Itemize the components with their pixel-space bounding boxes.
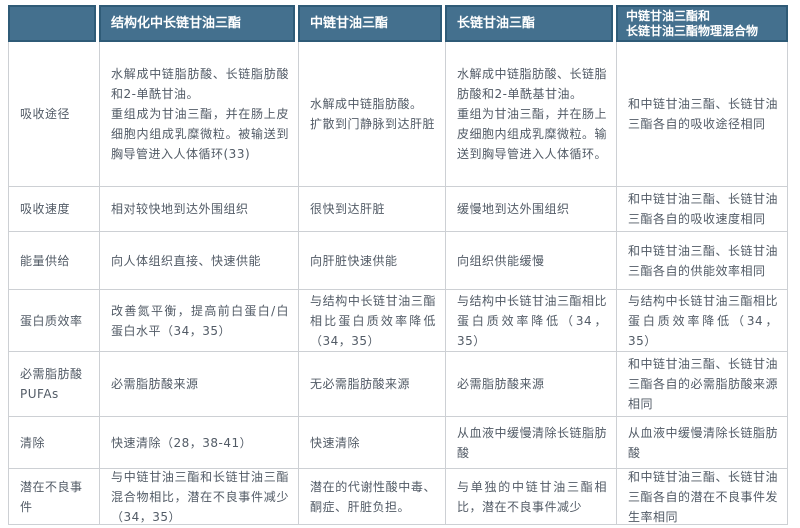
table-cell: 向组织供能缓慢 (445, 232, 616, 290)
comparison-table: 结构化中长链甘油三酯 中链甘油三酯 长链甘油三酯 中链甘油三酯和 长链甘油三酯物… (8, 5, 788, 525)
row-label-essential-fatty-acids: 必需脂肪酸 PUFAs (8, 352, 99, 417)
table-cell: 从血液中缓慢清除长链脂肪酸 (445, 417, 616, 469)
table-cell: 和中链甘油三酯、长链甘油三酯各自的潜在不良事件发生率相同 (616, 469, 788, 525)
table-cell: 很快到达肝脏 (298, 187, 445, 232)
table-cell: 向人体组织直接、快速供能 (99, 232, 298, 290)
row-label-clearance: 清除 (8, 417, 99, 469)
table-cell: 缓慢地到达外围组织 (445, 187, 616, 232)
table-cell: 与结构中长链甘油三酯相比蛋白质效率降低（34，35） (298, 290, 445, 352)
table-cell: 与中链甘油三酯和长链甘油三酯混合物相比，潜在不良事件减少（34，35） (99, 469, 298, 525)
column-header-physical-mixture: 中链甘油三酯和 长链甘油三酯物理混合物 (616, 5, 788, 42)
table-cell: 无必需脂肪酸来源 (298, 352, 445, 417)
table-cell: 和中链甘油三酯、长链甘油三酯各自的必需脂肪酸来源相同 (616, 352, 788, 417)
row-label-absorption-route: 吸收途径 (8, 42, 99, 187)
table-cell: 和中链甘油三酯、长链甘油三酯各自的吸收途径相同 (616, 42, 788, 187)
table-cell: 快速清除（28，38-41） (99, 417, 298, 469)
row-label-absorption-speed: 吸收速度 (8, 187, 99, 232)
table-cell: 向肝脏快速供能 (298, 232, 445, 290)
row-label-potential-adverse-events: 潜在不良事件 (8, 469, 99, 525)
table-cell: 与单独的中链甘油三酯相比，潜在不良事件减少 (445, 469, 616, 525)
row-label-energy-supply: 能量供给 (8, 232, 99, 290)
row-label-protein-efficiency: 蛋白质效率 (8, 290, 99, 352)
table-cell: 潜在的代谢性酸中毒、酮症、肝脏负担。 (298, 469, 445, 525)
table-cell: 从血液中缓慢清除长链脂肪酸 (616, 417, 788, 469)
table-cell: 改善氮平衡，提高前白蛋白/白蛋白水平（34，35） (99, 290, 298, 352)
table-cell: 水解成中链脂肪酸、长链脂肪酸和2-单酰甘油。 重组成为甘油三酯，并在肠上皮细胞内… (99, 42, 298, 187)
column-header-mct: 中链甘油三酯 (298, 5, 442, 42)
column-header-structured-mlct: 结构化中长链甘油三酯 (99, 5, 295, 42)
table-cell: 必需脂肪酸来源 (445, 352, 616, 417)
table-cell: 与结构中长链甘油三酯相比蛋白质效率降低（34，35） (445, 290, 616, 352)
table-cell: 水解成中链脂肪酸、长链脂肪酸和2-单酰基甘油。 重组为甘油三酯，并在肠上皮细胞内… (445, 42, 616, 187)
table-cell: 必需脂肪酸来源 (99, 352, 298, 417)
column-header-lct: 长链甘油三酯 (445, 5, 613, 42)
column-header-empty (8, 5, 96, 42)
table-cell: 相对较快地到达外围组织 (99, 187, 298, 232)
table-cell: 和中链甘油三酯、长链甘油三酯各自的供能效率相同 (616, 232, 788, 290)
table-cell: 水解成中链脂肪酸。 扩散到门静脉到达肝脏 (298, 42, 445, 187)
table-cell: 和中链甘油三酯、长链甘油三酯各自的吸收速度相同 (616, 187, 788, 232)
table-cell: 与结构中长链甘油三酯相比蛋白质效率降低（34，35） (616, 290, 788, 352)
table-cell: 快速清除 (298, 417, 445, 469)
